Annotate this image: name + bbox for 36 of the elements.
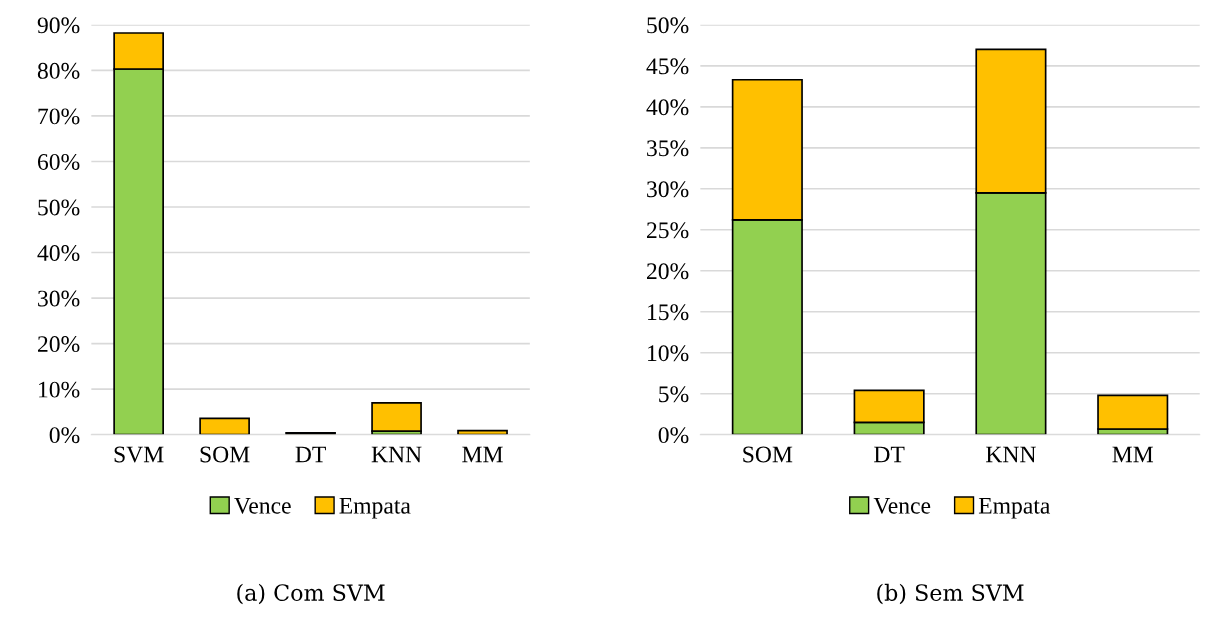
y-tick-label: 50%	[647, 17, 689, 34]
y-tick-label: 5%	[659, 386, 689, 403]
y-tick-label: 0%	[49, 427, 80, 444]
y-tick-label: 20%	[647, 263, 689, 280]
y-tick-label: 35%	[647, 140, 689, 157]
y-tick-label: 10%	[648, 345, 689, 362]
x-tick-label: KNN	[371, 446, 422, 463]
y-tick-label: 25%	[647, 222, 689, 239]
text: (a) Com SVM	[237, 583, 385, 605]
x-tick-label: SOM	[200, 446, 250, 463]
y-tick-label: 20%	[38, 336, 80, 353]
x-tick-label: MM	[462, 446, 503, 463]
y-tick-label: 15%	[648, 304, 689, 321]
y-tick-label: 60%	[37, 153, 80, 170]
x-tick-label: MM	[1112, 446, 1154, 463]
y-tick-label: 30%	[38, 290, 80, 307]
x-tick-label: SVM	[114, 446, 164, 463]
y-tick-label: 30%	[647, 181, 689, 198]
x-tick-label: SOM	[743, 446, 793, 463]
legend-label: Empata	[978, 498, 1051, 519]
legend-label: Empata	[339, 498, 411, 519]
y-tick-label: 70%	[38, 108, 80, 125]
y-tick-label: 80%	[37, 62, 80, 79]
y-tick-label: 90%	[37, 17, 80, 34]
x-tick-label: DT	[295, 446, 326, 463]
text: (b) Sem SVM	[877, 583, 1024, 605]
x-tick-label: DT	[874, 446, 905, 463]
y-tick-label: 10%	[39, 381, 80, 398]
y-tick-label: 50%	[38, 199, 80, 216]
legend-label: Vence	[873, 498, 931, 514]
x-tick-label: KNN	[986, 446, 1036, 463]
legend-label: Vence	[234, 498, 291, 514]
y-tick-label: 0%	[658, 427, 689, 444]
y-tick-label: 40%	[646, 99, 689, 116]
y-tick-label: 45%	[646, 58, 689, 75]
y-tick-label: 40%	[37, 245, 80, 262]
